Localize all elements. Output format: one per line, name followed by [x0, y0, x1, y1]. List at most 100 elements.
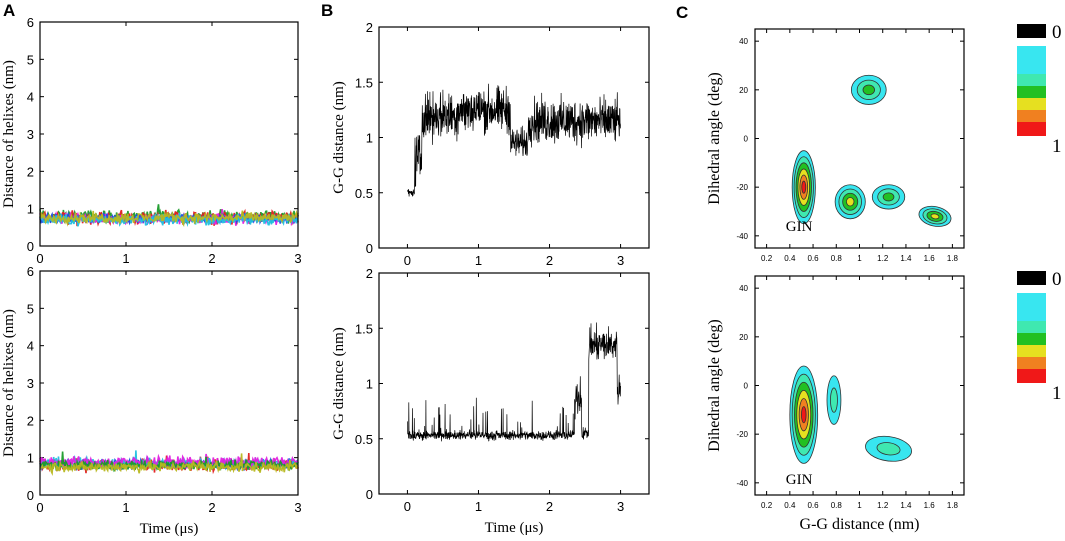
x-tick-label: 0.8	[831, 501, 843, 510]
y-tick-label: 40	[739, 284, 748, 293]
colorbar-swatch	[1017, 271, 1046, 285]
x-tick-label: 3	[617, 253, 624, 268]
x-tick-label: 1	[857, 254, 862, 263]
y-tick-label: 0	[366, 487, 373, 502]
x-tick-label: 0.6	[807, 254, 819, 263]
contour-level	[930, 213, 940, 220]
y-tick-label: 0	[27, 239, 34, 254]
trajectory-line	[407, 322, 621, 442]
x-tick-label: 2	[546, 253, 553, 268]
y-tick-label: 2	[366, 20, 373, 35]
plot-frame	[39, 21, 299, 247]
x-tick-label: 1.4	[900, 501, 912, 510]
contour-level	[876, 442, 901, 456]
plot-frame	[754, 28, 965, 249]
y-tick-label: 1	[366, 377, 373, 392]
y-tick-label: 20	[739, 86, 748, 95]
contour-level	[862, 84, 875, 96]
x-axis-title: Time (μs)	[140, 521, 199, 537]
colorbar-top: 01	[1017, 22, 1062, 157]
x-tick-label: 1	[475, 499, 482, 514]
y-tick-label: 3	[27, 127, 34, 142]
y-tick-label: 1	[27, 202, 34, 217]
x-tick-label: 1.8	[947, 501, 959, 510]
contour-level	[830, 387, 838, 413]
plot-frame	[378, 26, 650, 249]
panel-letter-a: A	[3, 1, 15, 20]
x-tick-label: 1.2	[877, 501, 889, 510]
colorbar-swatch	[1017, 122, 1046, 136]
colorbar-swatch	[1017, 285, 1046, 293]
y-tick-label: 5	[27, 301, 34, 316]
y-tick-label: 40	[739, 37, 748, 46]
x-tick-label: 0.2	[761, 501, 773, 510]
y-axis-title: Distance of helixes (nm)	[1, 60, 17, 208]
panel-b-top-chart: 0 1 2 3 0 0.5 1 1.5 2 G-G distance (nm)	[331, 20, 650, 268]
x-tick-label: 2	[208, 251, 215, 266]
y-tick-label: -40	[736, 232, 748, 241]
y-tick-label: 0	[366, 241, 373, 256]
x-tick-label: 3	[294, 251, 301, 266]
colorbar-swatch	[1017, 345, 1046, 357]
x-tick-label: 1	[122, 251, 129, 266]
contour-level	[801, 406, 807, 424]
gin-annotation: GIN	[786, 472, 813, 488]
y-tick-label: 2	[27, 413, 34, 428]
colorbar-swatch	[1017, 98, 1046, 110]
x-tick-label: 0.6	[807, 501, 819, 510]
colorbar-max-label: 1	[1052, 383, 1062, 404]
x-tick-label: 0.8	[831, 254, 843, 263]
panel-letter-b: B	[321, 1, 333, 20]
gin-annotation: GIN	[786, 219, 813, 235]
x-tick-label: 1.6	[924, 254, 936, 263]
colorbar-swatch	[1017, 293, 1046, 321]
x-tick-label: 0.4	[784, 254, 796, 263]
x-tick-label: 0.4	[784, 501, 796, 510]
panel-c-top-chart: 0.2 0.4 0.6 0.8 1 1.2 1.4 1.6 1.8 -40 -20 0 20 40 Dihe…	[706, 28, 965, 263]
colorbar-swatch	[1017, 86, 1046, 98]
panel-a-top-chart: 0 1 2 3 0 1 2 3 4 5 6 Distance of helixes (nm)	[1, 15, 302, 266]
plot-frame	[754, 275, 965, 496]
trajectory-line	[407, 83, 621, 197]
x-tick-label: 3	[617, 499, 624, 514]
x-tick-label: 1.6	[924, 501, 936, 510]
x-tick-label: 1	[475, 253, 482, 268]
y-tick-label: 1	[366, 131, 373, 146]
y-tick-label: 4	[27, 339, 34, 354]
series-olive-line	[39, 209, 299, 227]
x-tick-label: 1.8	[947, 254, 959, 263]
x-axis-title: Time (μs)	[485, 520, 544, 536]
x-tick-label: 2	[546, 499, 553, 514]
colorbar-swatch	[1017, 74, 1046, 86]
y-axis-title: Dihedral angle (deg)	[706, 319, 723, 451]
colorbar-swatch	[1017, 357, 1046, 369]
y-tick-label: 2	[366, 266, 373, 281]
y-tick-label: -40	[736, 479, 748, 488]
colorbar-min-label: 0	[1052, 22, 1062, 43]
colorbar-swatch	[1017, 24, 1046, 38]
y-tick-label: 1.5	[355, 321, 373, 336]
y-axis-title: Distance of helixes (nm)	[1, 309, 17, 457]
y-tick-label: 6	[27, 264, 34, 279]
y-tick-label: 1.5	[355, 75, 373, 90]
panel-c-bottom-chart: 0.2 0.4 0.6 0.8 1 1.2 1.4 1.6 1.8 -40 -20 0 20 40 G-G …	[706, 275, 965, 533]
x-tick-label: 2	[208, 500, 215, 515]
contour-level	[801, 180, 807, 194]
x-tick-label: 0	[36, 251, 43, 266]
colorbar-bottom: 01	[1017, 269, 1062, 404]
y-tick-label: 4	[27, 90, 34, 105]
colorbar-swatch	[1017, 333, 1046, 345]
y-tick-label: 0	[27, 488, 34, 503]
x-tick-label: 1	[857, 501, 862, 510]
y-tick-label: 20	[739, 333, 748, 342]
colorbar-swatch	[1017, 46, 1046, 74]
y-tick-label: 5	[27, 52, 34, 67]
contour-level	[882, 192, 895, 202]
y-axis-title: G-G distance (nm)	[331, 81, 347, 193]
y-axis-title: Dihedral angle (deg)	[706, 72, 723, 204]
colorbar-swatch	[1017, 321, 1046, 333]
x-tick-label: 3	[294, 500, 301, 515]
x-tick-label: 0	[404, 253, 411, 268]
